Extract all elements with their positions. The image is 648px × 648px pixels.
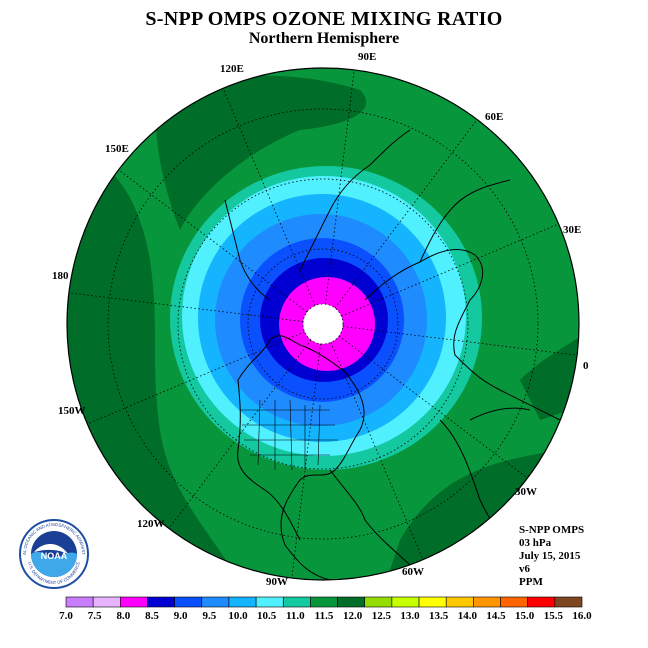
colorbar-tick-label: 12.5 (372, 610, 392, 622)
latitude-circles (107, 108, 539, 540)
contour-12-0-north (156, 75, 367, 230)
colorbar-swatch (473, 596, 501, 608)
noaa-logo: NOAA NATIONAL OCEANIC AND ATMOSPHERIC AD… (18, 518, 89, 589)
meridian-line (87, 331, 305, 425)
colorbar-swatch (65, 596, 94, 608)
colorbar-swatch (120, 596, 148, 608)
colorbar-tick-label: 9.5 (202, 610, 216, 622)
lon-label-60e: 60E (485, 111, 504, 123)
colorbar-swatch (554, 596, 583, 608)
colorbar-swatch (310, 596, 338, 608)
lon-label-120e: 120E (220, 63, 244, 75)
meridian-lines (68, 69, 578, 579)
colorbar-tick-label: 7.5 (88, 610, 102, 622)
lon-label-0: 0 (583, 360, 589, 372)
colorbar-tick-label: 8.5 (145, 610, 159, 622)
colorbar-tick-label: 15.0 (515, 610, 535, 622)
colorbar-tick-label: 16.0 (572, 610, 592, 622)
lon-label-180: 180 (52, 270, 69, 282)
colorbar-swatch (500, 596, 528, 608)
noaa-logo-text: NOAA (41, 551, 68, 561)
meridian-line (291, 343, 321, 579)
meridian-line (118, 169, 308, 313)
colorbar-swatch (445, 596, 474, 608)
map-outline (66, 67, 580, 581)
colorbar-tick-label: 15.5 (544, 610, 564, 622)
colorbar-swatch (147, 596, 175, 608)
lon-label-120w: 120W (137, 518, 165, 530)
chart-subtitle: Northern Hemisphere (248, 30, 400, 47)
lon-label-60w: 60W (402, 566, 424, 578)
colorbar-tick-label: 9.0 (174, 610, 188, 622)
colorbar-tick-label: 13.5 (429, 610, 449, 622)
colorbar-tick-label: 11.0 (286, 610, 305, 622)
info-date: July 15, 2015 (519, 550, 581, 562)
meridian-line (325, 69, 355, 305)
meridian-line (168, 339, 312, 529)
colorbar-tick-label: 14.0 (458, 610, 478, 622)
colorbar-swatch (418, 596, 447, 608)
meridian-line (68, 292, 304, 322)
info-pressure: 03 hPa (519, 537, 552, 549)
colorbar-swatch (255, 596, 284, 608)
lon-label-90e: 90E (358, 51, 377, 63)
meridian-line (341, 223, 559, 317)
colorbar-swatch (174, 596, 203, 608)
colorbar-swatch (92, 596, 121, 608)
pole-no-data (303, 304, 343, 344)
lon-label-30e: 30E (563, 224, 582, 236)
info-version: v6 (519, 563, 530, 575)
colorbar-tick-label: 13.0 (400, 610, 420, 622)
colorbar-swatch (364, 596, 393, 608)
meridian-line (330, 342, 424, 560)
lon-label-150w: 150W (58, 405, 86, 417)
colorbar-swatch (228, 596, 257, 608)
colorbar-swatch (282, 596, 311, 608)
colorbar-tick-label: 14.5 (486, 610, 506, 622)
colorbar-swatch (201, 596, 230, 608)
coastlines (224, 129, 561, 580)
meridian-line (338, 335, 528, 479)
chart-title: S-NPP OMPS OZONE MIXING RATIO (145, 8, 503, 30)
colorbar-tick-label: 8.0 (116, 610, 130, 622)
colorbar-tick-label: 12.0 (343, 610, 363, 622)
contour-12-0-east (520, 330, 579, 420)
colorbar-swatch (391, 596, 420, 608)
us-state-borders (240, 399, 338, 471)
colorbar-tick-label: 10.0 (228, 610, 248, 622)
lon-label-150e: 150E (105, 143, 129, 155)
info-block: S-NPP OMPS 03 hPa July 15, 2015 v6 PPM (519, 524, 584, 589)
colorbar-tick-label: 7.0 (59, 610, 73, 622)
info-instrument: S-NPP OMPS (519, 524, 585, 536)
meridian-line (342, 326, 578, 356)
lon-label-30w: 30W (515, 486, 537, 498)
meridian-line (222, 88, 316, 306)
colorbar-swatch (527, 596, 556, 608)
info-units: PPM (519, 576, 543, 588)
lon-label-90w: 90W (266, 576, 288, 588)
meridian-line (334, 119, 478, 309)
colorbar-tick-label: 10.5 (257, 610, 277, 622)
colorbar-tick-label: 11.5 (315, 610, 334, 622)
colorbar-swatch (337, 596, 366, 608)
